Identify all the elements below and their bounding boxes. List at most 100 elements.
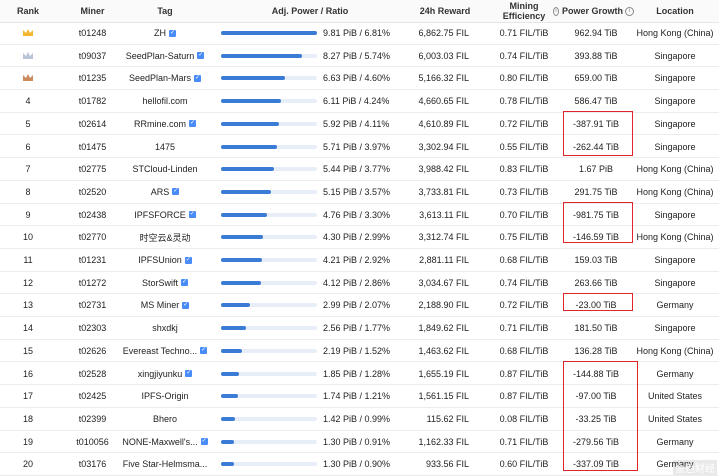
col-tag[interactable]: Tag — [157, 6, 173, 16]
power-bar — [221, 189, 317, 194]
tag-cell[interactable]: IPFSFORCE ✓ — [110, 204, 220, 226]
power-growth: -33.25 TiB — [575, 413, 617, 424]
tag-cell[interactable]: hellofil.com — [110, 90, 220, 112]
tag-cell[interactable]: StorSwift ✓ — [110, 272, 220, 294]
tag-cell[interactable]: SeedPlan-Mars ✓ — [110, 67, 220, 89]
location: Hong Kong (China) — [636, 345, 714, 356]
tag-cell[interactable]: SeedPlan-Saturn ✓ — [110, 45, 220, 67]
power-growth: 393.88 TiB — [574, 50, 618, 61]
miner-id[interactable]: t02303 — [78, 323, 107, 334]
table-row[interactable]: t09037 SeedPlan-Saturn ✓ 8.27 PiB / 5.74% 6,… — [0, 45, 719, 68]
power-bar — [221, 348, 317, 353]
miner-id[interactable]: t01272 — [78, 277, 107, 288]
location: Hong Kong (China) — [636, 164, 714, 175]
rank-value: 16 — [22, 368, 33, 379]
col-location[interactable]: Location — [656, 6, 694, 16]
tag-cell[interactable]: Bhero — [110, 408, 220, 430]
tag-cell[interactable]: xingjiyunku ✓ — [110, 363, 220, 385]
table-row[interactable]: t01248 ZH ✓ 9.81 PiB / 6.81% 6,862.75 FIL 0.7… — [0, 22, 719, 45]
col-growth[interactable]: Power Growth i — [562, 0, 634, 22]
reward: 3,733.81 FIL — [418, 186, 469, 197]
mining-efficiency: 0.71 FIL/TiB — [499, 436, 549, 447]
info-icon[interactable]: i — [625, 6, 634, 16]
tag-cell[interactable]: STCloud-Linden — [110, 158, 220, 180]
verified-icon: ✓ — [185, 370, 193, 377]
power-growth: 291.75 TiB — [574, 186, 618, 197]
tag-cell[interactable]: IPFS-Origin — [110, 385, 220, 407]
table-row[interactable]: 11 t01231 IPFSUnion ✓ 4.21 PiB / 2.92% 2,881.… — [0, 249, 719, 272]
miner-id[interactable]: t02626 — [78, 345, 107, 356]
tag-cell[interactable]: shxdkj — [110, 317, 220, 339]
miner-id[interactable]: t01235 — [78, 73, 107, 84]
tag-cell[interactable]: MS Miner ✓ — [110, 294, 220, 316]
power-ratio: 4.12 PiB / 2.86% — [323, 277, 391, 288]
info-icon[interactable]: i — [551, 0, 559, 22]
miner-id[interactable]: t09037 — [78, 50, 107, 61]
tag-label: ZH — [154, 28, 166, 38]
location: Singapore — [654, 277, 696, 288]
col-growth-label: Power Growth — [562, 6, 624, 16]
power-bar-fill — [221, 121, 279, 126]
tag-cell[interactable]: 1475 — [110, 136, 220, 158]
col-miner[interactable]: Miner — [80, 6, 105, 16]
miner-id[interactable]: t01248 — [78, 28, 107, 38]
table-row[interactable]: 12 t01272 StorSwift ✓ 4.12 PiB / 2.86% 3,034.… — [0, 272, 719, 295]
miner-id[interactable]: t010056 — [76, 436, 109, 447]
col-rank[interactable]: Rank — [16, 6, 39, 16]
table-row[interactable]: 19 t010056 NONE-Maxwell's... ✓ 1.30 PiB / 0.… — [0, 431, 719, 454]
table-row[interactable]: 20 t03176 Five Star-Helmsma... 1.30 PiB / 0… — [0, 453, 719, 476]
miner-id[interactable]: t02614 — [78, 118, 107, 129]
tag-cell[interactable]: NONE-Maxwell's... ✓ — [110, 431, 220, 453]
mining-efficiency: 0.72 FIL/TiB — [499, 118, 549, 129]
tag-cell[interactable]: Evereast Techno... ✓ — [110, 340, 220, 362]
miner-id[interactable]: t02438 — [78, 209, 107, 220]
col-efficiency[interactable]: Mining Efficiency — [494, 0, 554, 22]
miner-id[interactable]: t02425 — [78, 391, 107, 402]
table-row[interactable]: 14 t02303 shxdkj 2.56 PiB / 1.77% 1,849.62 F… — [0, 317, 719, 340]
table-row[interactable]: t01235 SeedPlan-Mars ✓ 6.63 PiB / 4.60% 5,16… — [0, 67, 719, 91]
table-row[interactable]: 18 t02399 Bhero 1.42 PiB / 0.99% 115.62 FIL 0… — [0, 408, 719, 431]
power-growth: -262.44 TiB — [572, 141, 620, 152]
power-bar-fill — [221, 348, 243, 353]
rank-value: 18 — [22, 413, 33, 424]
tag-cell[interactable]: ARS ✓ — [110, 181, 220, 203]
power-bar-fill — [221, 258, 263, 262]
mining-efficiency: 0.68 FIL/TiB — [499, 255, 549, 265]
miner-id[interactable]: t01231 — [78, 255, 107, 265]
table-row[interactable]: 13 t02731 MS Miner ✓ 2.99 PiB / 2.07% 2,188.9… — [0, 294, 719, 318]
col-power[interactable]: Adj. Power / Ratio — [271, 6, 349, 16]
miner-id[interactable]: t02528 — [78, 368, 107, 379]
table-row[interactable]: 4 t01782 hellofil.com 6.11 PiB / 4.24% 4,660… — [0, 90, 719, 113]
power-ratio: 1.30 PiB / 0.91% — [323, 436, 391, 447]
col-reward[interactable]: 24h Reward — [419, 6, 471, 16]
miner-id[interactable]: t02731 — [78, 300, 107, 311]
table-row[interactable]: 8 t02520 ARS ✓ 5.15 PiB / 3.57% 3,733.81 FIL 0… — [0, 181, 719, 204]
tag-cell[interactable]: Five Star-Helmsma... — [110, 453, 220, 475]
rank-cell: 11 — [10, 249, 46, 271]
miner-id[interactable]: t02770 — [78, 232, 107, 243]
table-row[interactable]: 6 t01475 1475 5.71 PiB / 3.97% 3,302.94 FIL 0… — [0, 136, 719, 159]
table-row[interactable]: 5 t02614 RRmine.com ✓ 5.92 PiB / 4.11% 4,610.… — [0, 113, 719, 136]
table-row[interactable]: 15 t02626 Evereast Techno... ✓ 2.19 PiB / 1.… — [0, 340, 719, 363]
tag-cell[interactable]: 时空云&灵动 — [110, 226, 220, 248]
tag-cell[interactable]: ZH ✓ — [110, 22, 220, 44]
location: Singapore — [654, 323, 696, 334]
power-bar-fill — [221, 462, 234, 467]
miner-id[interactable]: t01475 — [78, 141, 107, 152]
miner-id[interactable]: t02520 — [78, 186, 107, 197]
table-row[interactable]: 17 t02425 IPFS-Origin 1.74 PiB / 1.21% 1,561… — [0, 385, 719, 408]
power-ratio: 2.99 PiB / 2.07% — [323, 300, 391, 311]
tag-cell[interactable]: RRmine.com ✓ — [110, 113, 220, 135]
table-row[interactable]: 10 t02770 时空云&灵动 4.30 PiB / 2.99% 3,312.74 F… — [0, 226, 719, 249]
table-row[interactable]: 9 t02438 IPFSFORCE ✓ 4.76 PiB / 3.30% 3,613.1… — [0, 204, 719, 227]
miner-id[interactable]: t02399 — [78, 413, 107, 424]
miner-id[interactable]: t01782 — [78, 96, 107, 107]
table-row[interactable]: 16 t02528 xingjiyunku ✓ 1.85 PiB / 1.28% 1,65… — [0, 363, 719, 386]
miner-id[interactable]: t02775 — [78, 164, 107, 175]
table-row[interactable]: 7 t02775 STCloud-Linden 5.44 PiB / 3.77% 3,9… — [0, 158, 719, 181]
tag-cell[interactable]: IPFSUnion ✓ — [110, 249, 220, 271]
power-bar — [221, 167, 317, 172]
col-efficiency-line2: Efficiency — [502, 11, 546, 21]
miner-id[interactable]: t03176 — [78, 459, 107, 470]
power-growth: -146.59 TiB — [572, 232, 620, 243]
